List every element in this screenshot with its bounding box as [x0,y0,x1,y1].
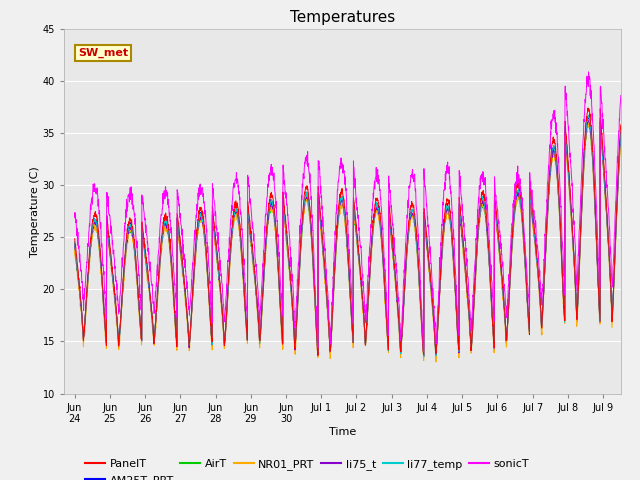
NR01_PRT [533,260,541,266]
Y-axis label: Temperature (C): Temperature (C) [29,166,40,257]
AM25T_PRT [103,220,111,226]
sonicT [103,190,111,195]
PanelT [617,122,625,128]
li77_temp [598,143,606,149]
li77_temp [586,112,593,118]
AirT [617,138,625,144]
NR01_PRT [103,227,111,233]
AM25T_PRT [420,352,428,358]
li77_temp [420,354,428,360]
li75_t [413,237,420,242]
sonicT [413,207,420,213]
PanelT [413,238,420,244]
Text: SW_met: SW_met [78,48,128,59]
AM25T_PRT [429,315,437,321]
AirT [420,354,428,360]
Legend: PanelT, AM25T_PRT, AirT, NR01_PRT, li75_t, li77_temp, sonicT: PanelT, AM25T_PRT, AirT, NR01_PRT, li75_… [81,455,534,480]
NR01_PRT [617,136,625,142]
sonicT [585,69,593,75]
Line: AirT: AirT [75,124,621,357]
Title: Temperatures: Temperatures [290,10,395,25]
Line: li77_temp: li77_temp [75,115,621,357]
li75_t [584,118,592,123]
PanelT [71,236,79,241]
NR01_PRT [429,318,437,324]
PanelT [429,315,437,321]
PanelT [103,216,111,222]
AM25T_PRT [617,129,625,135]
NR01_PRT [598,149,606,155]
PanelT [351,207,359,213]
AM25T_PRT [71,240,79,246]
AM25T_PRT [598,143,606,149]
AM25T_PRT [413,235,420,241]
li75_t [420,354,428,360]
sonicT [533,242,541,248]
NR01_PRT [71,243,79,249]
AirT [351,215,358,220]
li75_t [533,260,541,266]
PanelT [584,105,592,111]
AirT [584,121,591,127]
sonicT [429,299,437,305]
li75_t [617,135,625,141]
PanelT [533,256,541,262]
NR01_PRT [432,359,440,365]
AirT [103,225,111,231]
AM25T_PRT [533,259,541,264]
li75_t [71,243,79,249]
NR01_PRT [413,243,420,249]
AM25T_PRT [351,210,358,216]
Line: PanelT: PanelT [75,108,621,356]
sonicT [71,213,79,218]
li75_t [598,147,606,153]
li77_temp [103,217,111,223]
NR01_PRT [351,220,358,226]
sonicT [617,93,625,98]
PanelT [598,137,606,143]
li77_temp [71,239,79,245]
li75_t [429,314,437,320]
PanelT [314,353,322,359]
li77_temp [617,130,625,135]
sonicT [351,176,358,182]
Line: sonicT: sonicT [75,72,621,352]
Line: AM25T_PRT: AM25T_PRT [75,116,621,355]
li75_t [103,222,111,228]
AirT [533,262,541,268]
NR01_PRT [585,120,593,126]
Line: NR01_PRT: NR01_PRT [75,123,621,362]
sonicT [598,114,606,120]
AirT [413,241,420,247]
AirT [598,150,606,156]
li77_temp [351,213,358,219]
Line: li75_t: li75_t [75,120,621,357]
sonicT [420,349,428,355]
AM25T_PRT [584,113,592,119]
li75_t [351,213,358,218]
AirT [71,244,79,250]
li77_temp [429,313,437,319]
X-axis label: Time: Time [329,427,356,437]
li77_temp [533,258,541,264]
li77_temp [413,238,420,243]
AirT [429,315,437,321]
